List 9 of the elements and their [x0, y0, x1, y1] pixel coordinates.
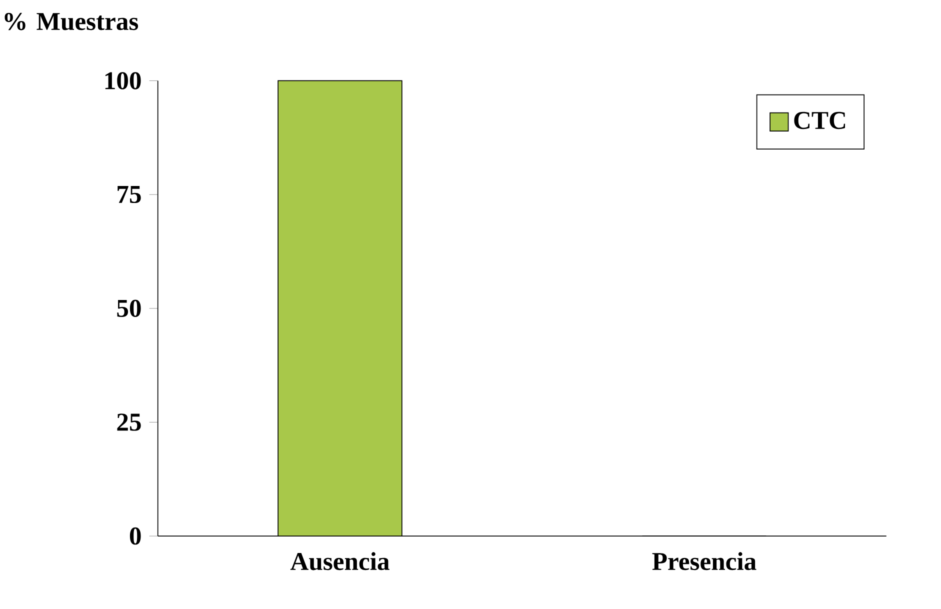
legend-label: CTC	[794, 112, 846, 130]
y-tick-label: 75	[118, 186, 141, 204]
y-tick-label: 100	[105, 72, 141, 90]
y-tick-label: 25	[117, 414, 141, 431]
x-tick-label: Ausencia	[290, 552, 390, 570]
y-tick-label: 50	[117, 300, 141, 318]
y-tick-label: 0	[130, 527, 141, 545]
y-axis-title: % Muestras	[4, 12, 138, 30]
x-tick-label: Presencia	[652, 552, 756, 570]
